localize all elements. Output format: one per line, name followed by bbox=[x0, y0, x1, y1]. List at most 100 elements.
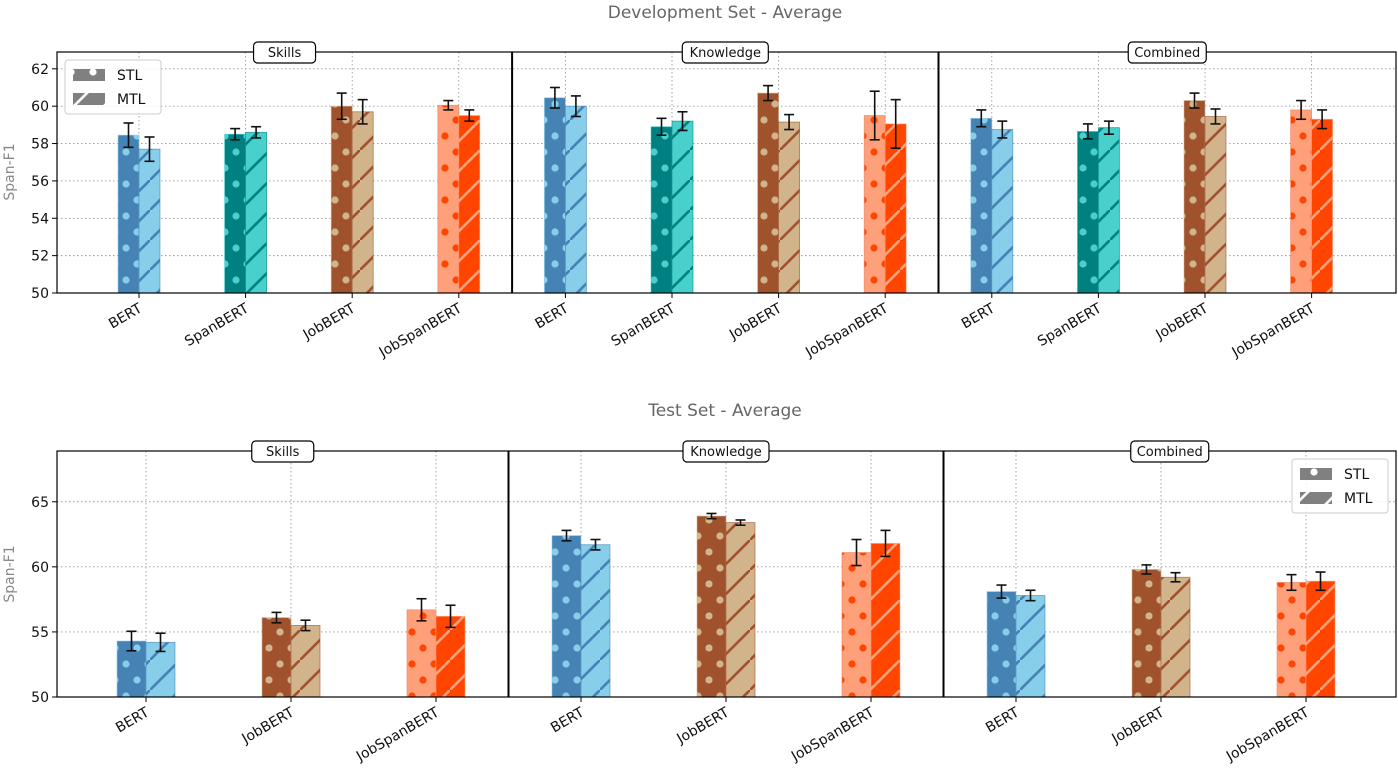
x-tick-label: BERT bbox=[548, 704, 587, 736]
bar-skills-jobspanbert-stl bbox=[437, 104, 460, 294]
error-bar-combined-jobspanbert-stl bbox=[1296, 99, 1307, 121]
error-bar-knowledge-spanbert-stl bbox=[656, 117, 667, 136]
error-bar-skills-jobbert-stl bbox=[271, 611, 282, 624]
error-bar-skills-jobbert-stl bbox=[336, 92, 347, 121]
error-bar-knowledge-bert-mtl bbox=[590, 538, 601, 551]
bar-combined-jobspanbert-mtl bbox=[1305, 580, 1336, 698]
x-tick-label: JobBERT bbox=[726, 300, 785, 343]
chart-title-development: Development Set - Average bbox=[608, 3, 843, 23]
error-bar-knowledge-spanbert-mtl bbox=[677, 110, 688, 132]
x-tick-label: JobBERT bbox=[1153, 300, 1212, 343]
legend-label-mtl: MTL bbox=[1344, 491, 1373, 507]
error-bar-skills-jobbert-mtl bbox=[300, 619, 311, 632]
error-bar-combined-jobbert-mtl bbox=[1170, 571, 1181, 583]
legend-label-stl: STL bbox=[117, 68, 142, 84]
legend-label-mtl: MTL bbox=[117, 92, 146, 108]
bar-knowledge-jobbert-stl bbox=[757, 92, 779, 294]
legend-swatch-stl bbox=[73, 69, 105, 81]
bar-combined-bert-stl bbox=[970, 117, 993, 294]
x-tick-label: SpanBERT bbox=[609, 300, 679, 350]
test-plot: 50 55 60 65 BERT JobBERT JobSpanBERT BERT JobBER… bbox=[31, 440, 1397, 765]
y-tick-label: 50 bbox=[31, 286, 49, 302]
error-bar-combined-jobspanbert-stl bbox=[1286, 573, 1297, 592]
error-bar-combined-jobbert-stl bbox=[1141, 564, 1152, 575]
bar-knowledge-jobbert-stl bbox=[696, 515, 727, 698]
development-plot: 50 52 54 56 58 60 62 BERT SpanBERT JobBERT JobSpan… bbox=[31, 41, 1397, 361]
panel-label-knowledge: Knowledge bbox=[681, 41, 769, 64]
error-bar-skills-bert-mtl bbox=[155, 632, 166, 653]
panel-label-skills: Skills bbox=[252, 41, 317, 64]
bar-combined-jobspanbert-stl bbox=[1276, 582, 1307, 698]
bar-combined-bert-stl bbox=[986, 591, 1017, 698]
error-bar-combined-spanbert-stl bbox=[1082, 123, 1093, 140]
x-tick-label: SpanBERT bbox=[1035, 300, 1105, 350]
legend-swatch-mtl bbox=[1300, 492, 1332, 504]
x-tick-label: BERT bbox=[106, 300, 145, 332]
bar-knowledge-bert-stl bbox=[551, 535, 582, 698]
bar-combined-jobbert-stl bbox=[1131, 569, 1162, 698]
error-bar-skills-bert-stl bbox=[123, 122, 134, 149]
legend-swatch-mtl bbox=[73, 93, 105, 105]
y-tick-label: 55 bbox=[31, 625, 49, 641]
bar-knowledge-bert-stl bbox=[544, 97, 566, 294]
y-tick-label: 65 bbox=[31, 495, 49, 511]
error-bar-knowledge-jobspanbert-stl bbox=[851, 538, 862, 567]
error-bar-knowledge-jobbert-stl bbox=[706, 512, 717, 520]
x-tick-label: JobSpanBERT bbox=[802, 300, 891, 361]
error-bar-skills-bert-mtl bbox=[144, 136, 155, 163]
error-bar-skills-spanbert-mtl bbox=[251, 125, 262, 139]
svg-text:Skills: Skills bbox=[266, 445, 300, 460]
y-tick-label: 56 bbox=[31, 174, 49, 190]
bar-combined-jobspanbert-stl bbox=[1290, 109, 1312, 294]
panel-label-skills: Skills bbox=[251, 440, 315, 463]
bar-combined-jobspanbert-mtl bbox=[1311, 118, 1333, 294]
y-tick-label: 52 bbox=[31, 249, 49, 265]
svg-text:Combined: Combined bbox=[1137, 445, 1203, 460]
bar-combined-spanbert-stl bbox=[1077, 130, 1099, 294]
chart-title-test: Test Set - Average bbox=[647, 401, 802, 421]
bar-skills-spanbert-stl bbox=[224, 133, 247, 294]
bar-knowledge-jobspanbert-mtl bbox=[884, 123, 907, 294]
svg-text:Knowledge: Knowledge bbox=[690, 46, 761, 61]
bar-skills-jobspanbert-stl bbox=[406, 609, 437, 698]
error-bar-skills-jobspanbert-mtl bbox=[464, 109, 475, 122]
bar-skills-jobbert-stl bbox=[330, 105, 353, 294]
y-tick-label: 60 bbox=[31, 560, 49, 576]
error-bar-knowledge-jobbert-mtl bbox=[735, 519, 746, 526]
panel-label-combined: Combined bbox=[1130, 440, 1210, 463]
error-bar-knowledge-bert-mtl bbox=[570, 95, 581, 118]
x-tick-label: BERT bbox=[959, 300, 998, 332]
x-tick-label: SpanBERT bbox=[182, 300, 252, 350]
bar-knowledge-spanbert-mtl bbox=[671, 120, 694, 294]
x-tick-label: BERT bbox=[532, 300, 571, 332]
legend: STL MTL bbox=[64, 59, 162, 115]
bar-combined-bert-mtl bbox=[991, 129, 1014, 294]
svg-text:Skills: Skills bbox=[268, 46, 302, 61]
error-bar-knowledge-jobspanbert-stl bbox=[869, 90, 880, 141]
y-axis-label-test: Span-F1 bbox=[2, 545, 18, 602]
x-tick-label: BERT bbox=[983, 704, 1022, 736]
y-tick-label: 62 bbox=[31, 62, 49, 78]
bar-skills-jobspanbert-mtl bbox=[435, 615, 466, 698]
x-tick-label: JobBERT bbox=[239, 704, 298, 747]
x-tick-label: JobBERT bbox=[300, 300, 359, 343]
legend-label-stl: STL bbox=[1344, 467, 1369, 483]
bar-knowledge-jobspanbert-stl bbox=[841, 552, 872, 698]
error-bar-knowledge-jobbert-stl bbox=[763, 84, 774, 102]
svg-text:Knowledge: Knowledge bbox=[690, 445, 761, 460]
x-tick-label: JobSpanBERT bbox=[353, 704, 442, 765]
error-bar-knowledge-bert-stl bbox=[549, 86, 560, 109]
y-tick-label: 60 bbox=[31, 99, 49, 115]
bar-knowledge-jobbert-mtl bbox=[778, 121, 800, 294]
legend-swatch-stl bbox=[1300, 468, 1332, 480]
x-tick-label: JobSpanBERT bbox=[1229, 300, 1318, 361]
bar-combined-jobbert-mtl bbox=[1160, 576, 1191, 698]
bar-skills-bert-stl bbox=[117, 134, 140, 294]
error-bar-skills-jobspanbert-stl bbox=[416, 597, 427, 622]
error-bar-skills-jobbert-mtl bbox=[357, 98, 368, 125]
bar-skills-bert-mtl bbox=[138, 148, 161, 294]
bar-knowledge-bert-mtl bbox=[580, 544, 611, 698]
error-bar-skills-jobspanbert-stl bbox=[443, 99, 454, 111]
x-tick-label: JobSpanBERT bbox=[1223, 704, 1312, 765]
